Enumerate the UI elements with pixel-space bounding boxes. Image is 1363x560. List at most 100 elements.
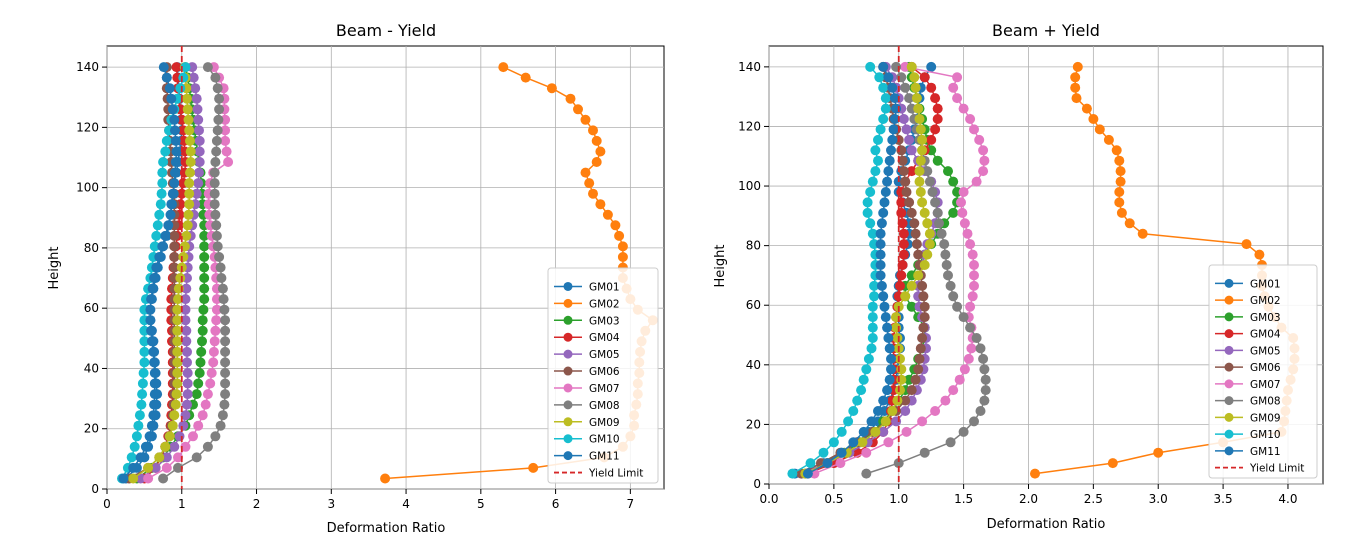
data-point: [922, 166, 933, 177]
data-point: [900, 176, 911, 187]
data-point: [892, 333, 903, 343]
data-point: [154, 209, 165, 220]
legend-marker: [1224, 278, 1234, 288]
data-point: [867, 301, 878, 312]
data-point: [918, 322, 929, 333]
legend-marker: [563, 281, 573, 291]
data-point: [213, 114, 224, 125]
data-point: [904, 134, 915, 145]
data-point: [154, 452, 165, 463]
data-point: [199, 283, 210, 294]
series-line: [121, 66, 187, 479]
data-point: [878, 61, 889, 72]
data-point: [822, 458, 833, 469]
data-point: [926, 61, 937, 72]
data-point: [895, 385, 905, 396]
data-point: [1114, 187, 1125, 197]
data-point: [895, 353, 905, 364]
data-point: [930, 93, 941, 104]
data-point: [962, 228, 973, 239]
data-point: [1088, 114, 1099, 124]
data-point: [199, 230, 210, 241]
series-line: [162, 66, 226, 480]
data-point: [165, 209, 176, 220]
data-point: [158, 62, 169, 73]
data-point: [932, 155, 943, 166]
data-point: [875, 228, 886, 239]
data-point: [858, 426, 869, 437]
series-line: [814, 66, 986, 475]
data-point: [889, 114, 900, 124]
data-point: [211, 315, 222, 326]
data-point: [862, 197, 873, 208]
data-point: [134, 410, 145, 421]
data-point: [215, 262, 226, 273]
data-point: [160, 146, 171, 157]
legend-entry: Yield Limit: [1215, 463, 1304, 475]
data-point: [181, 283, 192, 294]
data-point: [956, 197, 966, 208]
data-point: [220, 135, 231, 146]
data-point: [974, 134, 985, 145]
data-point: [220, 357, 231, 368]
data-point: [930, 406, 941, 416]
legend-label: GM05: [1250, 345, 1281, 357]
data-point: [927, 187, 938, 197]
data-point: [149, 378, 160, 389]
data-point: [188, 72, 199, 83]
data-point: [940, 395, 951, 406]
data-point: [195, 357, 206, 368]
data-point: [1153, 447, 1164, 458]
data-point: [835, 458, 846, 469]
data-point: [208, 357, 219, 368]
data-point: [220, 315, 231, 326]
data-point: [169, 114, 180, 125]
data-point: [861, 468, 872, 479]
data-point: [869, 291, 880, 302]
data-point: [164, 431, 175, 442]
data-point: [146, 294, 157, 305]
data-point: [145, 315, 156, 326]
data-point: [156, 188, 167, 199]
data-point: [898, 249, 909, 260]
legend-marker: [563, 383, 573, 393]
data-point: [178, 420, 189, 431]
data-point: [1070, 82, 1081, 93]
data-point: [161, 72, 172, 83]
y-tick-label: 40: [84, 361, 99, 375]
data-point: [136, 399, 147, 410]
data-point: [843, 416, 854, 427]
data-point: [879, 301, 890, 312]
data-point: [910, 374, 921, 385]
data-point: [182, 357, 192, 368]
data-point: [172, 368, 183, 378]
legend-marker: [1224, 295, 1234, 305]
legend-marker: [1224, 312, 1234, 322]
data-point: [875, 260, 886, 270]
data-point: [140, 441, 151, 452]
legend-entry: GM05: [554, 349, 620, 361]
data-point: [170, 125, 180, 136]
data-point: [211, 220, 222, 231]
legend-entry: GM05: [1215, 345, 1281, 357]
data-point: [969, 270, 979, 281]
legend-marker: [563, 315, 573, 325]
data-point: [865, 61, 876, 72]
legend-label: GM05: [589, 349, 620, 361]
data-point: [180, 410, 191, 421]
x-tick-label: 1: [178, 497, 186, 511]
legend-label: GM02: [1250, 295, 1281, 307]
legend-entry: GM06: [554, 366, 620, 378]
data-point: [969, 416, 979, 427]
data-point: [221, 146, 232, 157]
data-point: [930, 197, 941, 208]
data-point: [980, 385, 991, 396]
data-point: [919, 312, 930, 323]
data-point: [595, 199, 606, 210]
data-point: [118, 473, 129, 484]
legend-entry: GM11: [1215, 446, 1281, 458]
y-tick-label: 80: [746, 239, 761, 253]
data-point: [161, 462, 172, 473]
data-point: [892, 395, 903, 406]
data-point: [183, 114, 194, 125]
